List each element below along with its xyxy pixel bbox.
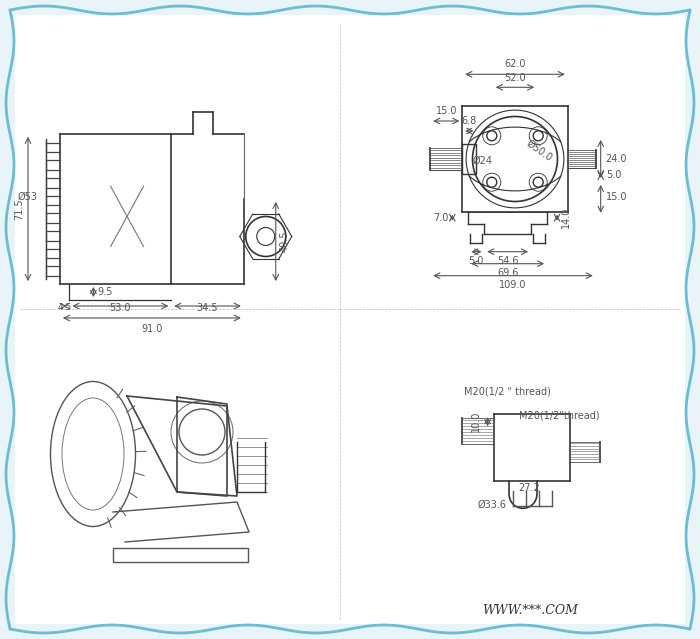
Bar bbox=[113, 548, 248, 562]
Text: Ø50.0: Ø50.0 bbox=[525, 139, 554, 164]
Text: WWW.***.COM: WWW.***.COM bbox=[482, 604, 578, 617]
Text: 54.6: 54.6 bbox=[497, 256, 519, 266]
Text: 15.0: 15.0 bbox=[606, 192, 627, 202]
Text: 91.0: 91.0 bbox=[141, 324, 162, 334]
Text: 9.5: 9.5 bbox=[97, 287, 113, 297]
Text: 6.8: 6.8 bbox=[462, 116, 477, 126]
Text: 69.6: 69.6 bbox=[497, 268, 518, 278]
Text: Ø33.6: Ø33.6 bbox=[477, 500, 506, 509]
Text: M20(1/2 " thread): M20(1/2 " thread) bbox=[463, 386, 550, 396]
Text: 7.0: 7.0 bbox=[433, 213, 448, 223]
Text: 52.0: 52.0 bbox=[504, 73, 526, 83]
Text: 71.5: 71.5 bbox=[14, 198, 24, 220]
Text: 5.0: 5.0 bbox=[468, 256, 484, 266]
Text: 24.0: 24.0 bbox=[606, 154, 627, 164]
Text: 62.0: 62.0 bbox=[504, 59, 526, 69]
Text: 109.0: 109.0 bbox=[499, 280, 526, 289]
Text: 34.5: 34.5 bbox=[197, 303, 218, 313]
Text: 15.0: 15.0 bbox=[435, 106, 457, 116]
Text: 53.0: 53.0 bbox=[110, 303, 131, 313]
Text: 40.5: 40.5 bbox=[280, 231, 290, 252]
Text: Ø53: Ø53 bbox=[18, 192, 38, 202]
Text: 5.0: 5.0 bbox=[606, 170, 621, 180]
Text: Ø24: Ø24 bbox=[473, 156, 492, 166]
Text: M20(1/2"thread): M20(1/2"thread) bbox=[519, 410, 600, 420]
Text: 4.5: 4.5 bbox=[57, 303, 72, 312]
Bar bbox=[462, 144, 476, 174]
Text: 14.0: 14.0 bbox=[561, 207, 571, 228]
Text: 10.0: 10.0 bbox=[470, 411, 481, 432]
Text: 27.2: 27.2 bbox=[518, 484, 540, 493]
